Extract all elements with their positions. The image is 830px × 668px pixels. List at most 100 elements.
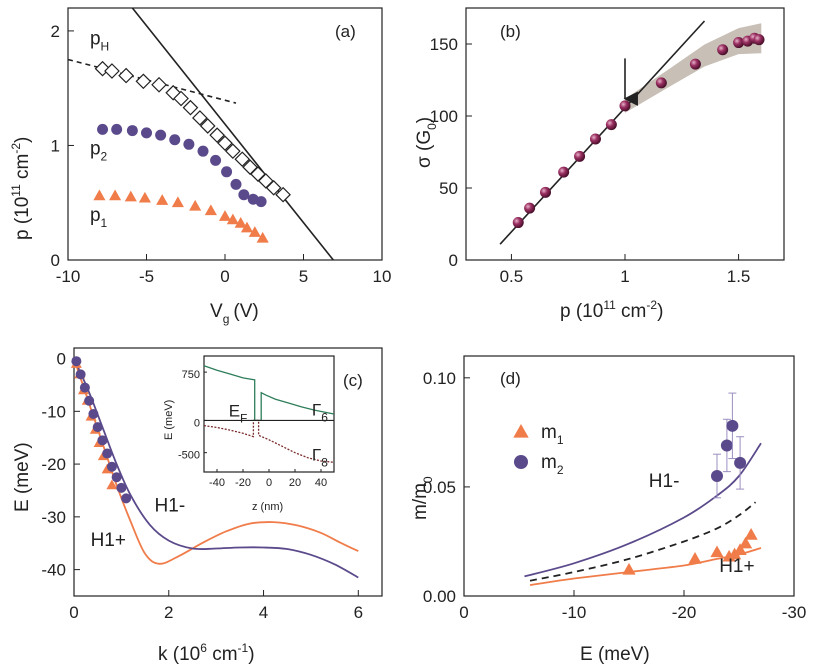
annotation-p2: p2 xyxy=(90,139,108,164)
sigma-point xyxy=(558,166,570,178)
x-tick-label: 6 xyxy=(354,603,363,622)
x-tick-label: -10 xyxy=(562,603,587,622)
series-m2 xyxy=(711,392,747,499)
p2-point xyxy=(210,154,222,166)
y-tick-label: 0.05 xyxy=(423,478,456,497)
x-tick-label: 5 xyxy=(299,267,308,286)
panel-c-xlabel: k (106 cm-1) xyxy=(158,641,255,665)
p1-point xyxy=(256,231,269,243)
p1-point xyxy=(171,196,184,208)
panel-c: (c) k (106 cm-1) E (meV) 0 2 4 6 0 -10 -20 -30 -… xyxy=(12,347,383,665)
p1-point xyxy=(109,189,122,201)
x-tick-label: 10 xyxy=(373,267,392,286)
y-tick-label: -20 xyxy=(41,455,66,474)
pH-point xyxy=(118,67,134,84)
y-tick-label: 0 xyxy=(51,251,60,270)
inset-xlabel: z (nm) xyxy=(252,501,283,513)
m2-points-point xyxy=(111,472,122,483)
p1-point xyxy=(234,217,247,228)
pH-point xyxy=(151,76,167,93)
inset-ylabel: E (meV) xyxy=(163,400,175,440)
panel-a-ylabel: p (1011 cm-2) xyxy=(9,137,33,240)
panel-a-lines xyxy=(68,8,334,260)
y-tick-label: 2 xyxy=(51,22,60,41)
m2-points-point xyxy=(88,408,99,419)
inset-label-Γ8: Γ8 xyxy=(312,445,328,469)
m2-points-point xyxy=(106,461,117,472)
m2-point xyxy=(734,456,747,469)
p1-point xyxy=(248,226,261,237)
panel-c-label: (c) xyxy=(343,371,363,390)
m2-points-point xyxy=(92,422,103,433)
y-tick-label: 750 xyxy=(182,369,200,381)
panel-a: (a) Vg (V) p (1011 cm-2) -10 -5 0 5 10 0 1 2 pH p2… xyxy=(9,7,392,326)
m1-point xyxy=(688,552,702,564)
x-tick-label: 2 xyxy=(164,603,173,622)
pH-point xyxy=(135,73,152,90)
y-tick-label: 150 xyxy=(430,35,458,54)
panel-d: (d) E (meV) m/m0 0 -10 -20 -30 0.00 0.05 0.10 m… xyxy=(410,355,806,665)
p2-point xyxy=(126,125,138,137)
m2-points-point xyxy=(102,448,113,459)
annotation-p1: p1 xyxy=(90,205,108,230)
panel-a-xlabel: Vg (V) xyxy=(210,301,259,326)
sigma-point xyxy=(605,119,617,131)
m2-points-point xyxy=(84,395,95,406)
p2-point xyxy=(221,166,233,178)
y-tick-label: 1 xyxy=(51,136,60,155)
p1-point xyxy=(189,199,202,211)
sigma-point xyxy=(717,44,729,56)
x-tick-label: 4 xyxy=(259,603,268,622)
series-p1 xyxy=(93,189,269,243)
y-tick-label: 0 xyxy=(57,350,66,369)
p1-point xyxy=(93,189,106,201)
p2-point xyxy=(155,129,167,141)
x-tick-label: 1.5 xyxy=(727,267,751,286)
p2-point xyxy=(255,196,267,208)
series-p2 xyxy=(97,123,267,208)
y-tick-label: 0 xyxy=(449,251,458,270)
sigma-point xyxy=(753,34,765,46)
p2-point xyxy=(169,134,181,146)
series-sigma xyxy=(512,32,765,229)
sigma-point xyxy=(733,37,745,49)
panel-d-ylabel: m/m0 xyxy=(410,476,435,520)
p1-point xyxy=(226,213,239,225)
pH-point xyxy=(182,99,199,116)
panel-b-ylabel: σ (G0) xyxy=(414,117,439,168)
p1-point xyxy=(240,221,254,233)
x-tick-label: 0 xyxy=(266,477,272,489)
p1-point xyxy=(124,190,137,202)
y-tick-label: 0 xyxy=(194,417,200,429)
y-tick-label: -10 xyxy=(41,402,66,421)
m2-points-point xyxy=(79,382,90,393)
pH-point xyxy=(173,90,189,107)
legend-label-m2: m2 xyxy=(541,452,564,477)
x-tick-label: 40 xyxy=(315,477,327,489)
sigma-point xyxy=(655,77,667,89)
m2-points-point xyxy=(121,493,132,504)
p1-point xyxy=(138,191,151,203)
dashed-fit xyxy=(68,58,237,104)
gamma8-curve xyxy=(203,419,335,463)
x-tick-label: 0.5 xyxy=(500,267,524,286)
pH-point xyxy=(199,118,216,134)
y-tick-label: 0.10 xyxy=(423,369,456,388)
panel-b: (b) p (1011 cm-2) σ (G0) 0.5 1 1.5 0 50 100 15… xyxy=(414,7,785,322)
annotation-H1+: H1+ xyxy=(91,530,126,551)
annotation-H1+: H1+ xyxy=(719,556,754,577)
gamma6-curve xyxy=(203,365,335,422)
panel-c-inset: E (meV) z (nm) -40 -20 0 20 40 750 0 -500 EF Γ6 Γ8 xyxy=(163,355,335,513)
sigma-point xyxy=(619,100,631,112)
panel-c-frame xyxy=(73,347,383,597)
legend-marker-m1 xyxy=(513,423,529,438)
x-tick-label: 0 xyxy=(69,603,78,622)
x-tick-label: 20 xyxy=(289,477,301,489)
pH-point xyxy=(250,166,266,182)
sigma-point xyxy=(540,186,551,198)
x-tick-label: -20 xyxy=(235,477,251,489)
panel-d-frame xyxy=(463,355,795,597)
panel-d-xlabel: E (meV) xyxy=(580,644,650,665)
